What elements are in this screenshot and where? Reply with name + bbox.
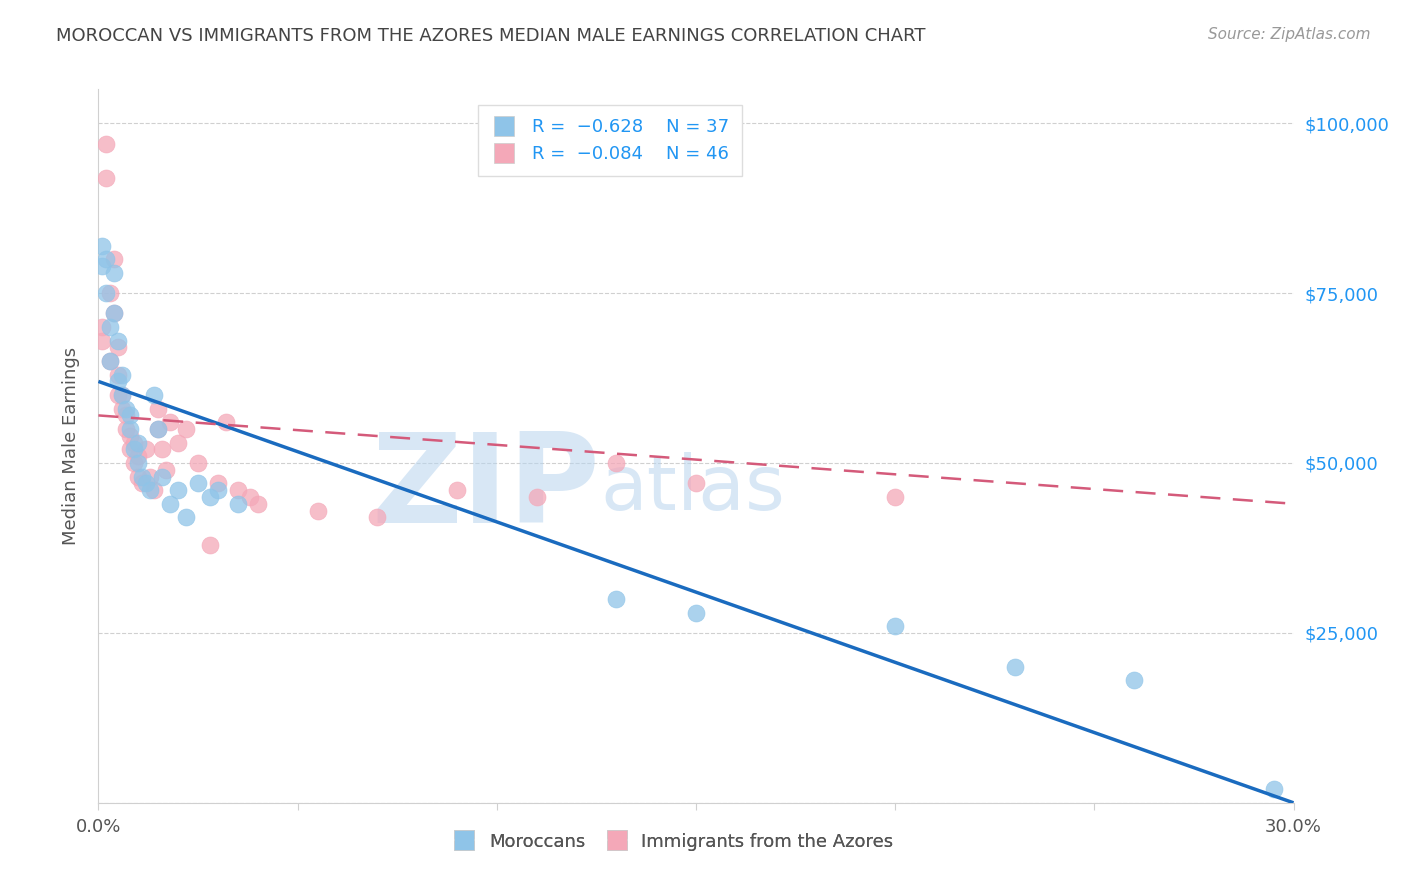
Point — [198, 537, 221, 551]
Point — [207, 483, 229, 498]
Point — [605, 456, 627, 470]
Point — [96, 136, 118, 151]
Point — [150, 442, 173, 457]
Point — [103, 252, 125, 266]
Point — [135, 442, 157, 457]
Point — [127, 456, 149, 470]
Text: atlas: atlas — [600, 452, 785, 525]
Point — [124, 456, 146, 470]
Point — [111, 368, 134, 382]
Point — [685, 606, 707, 620]
Point — [1123, 673, 1146, 688]
Point — [139, 483, 162, 498]
Point — [226, 497, 249, 511]
Point — [685, 476, 707, 491]
Point — [107, 388, 129, 402]
Point — [1263, 782, 1285, 797]
Point — [91, 238, 114, 252]
Point — [107, 375, 129, 389]
Point — [111, 388, 134, 402]
Point — [98, 320, 122, 334]
Point — [131, 476, 153, 491]
Point — [239, 490, 262, 504]
Point — [103, 266, 125, 280]
Point — [127, 449, 149, 463]
Point — [107, 368, 129, 382]
Point — [115, 401, 138, 416]
Point — [120, 442, 142, 457]
Point — [198, 490, 221, 504]
Y-axis label: Median Male Earnings: Median Male Earnings — [62, 347, 80, 545]
Point — [127, 469, 149, 483]
Point — [148, 422, 170, 436]
Point — [98, 286, 122, 301]
Point — [120, 422, 142, 436]
Point — [215, 415, 238, 429]
Point — [107, 334, 129, 348]
Point — [103, 306, 125, 320]
Point — [526, 490, 548, 504]
Point — [98, 354, 122, 368]
Point — [187, 456, 209, 470]
Point — [98, 354, 122, 368]
Point — [207, 476, 229, 491]
Point — [91, 259, 114, 273]
Point — [1004, 660, 1026, 674]
Point — [174, 422, 197, 436]
Point — [148, 401, 170, 416]
Point — [120, 409, 142, 423]
Text: Source: ZipAtlas.com: Source: ZipAtlas.com — [1208, 27, 1371, 42]
Point — [246, 497, 269, 511]
Point — [111, 388, 134, 402]
Point — [884, 619, 907, 633]
Point — [884, 490, 907, 504]
Point — [127, 435, 149, 450]
Point — [167, 435, 190, 450]
Point — [174, 510, 197, 524]
Point — [124, 442, 146, 457]
Point — [159, 415, 181, 429]
Point — [135, 476, 157, 491]
Point — [91, 320, 114, 334]
Point — [366, 510, 388, 524]
Point — [605, 591, 627, 606]
Point — [139, 469, 162, 483]
Point — [124, 435, 146, 450]
Point — [103, 306, 125, 320]
Point — [167, 483, 190, 498]
Legend: Moroccans, Immigrants from the Azores: Moroccans, Immigrants from the Azores — [444, 826, 900, 858]
Point — [446, 483, 468, 498]
Point — [115, 409, 138, 423]
Point — [226, 483, 249, 498]
Text: MOROCCAN VS IMMIGRANTS FROM THE AZORES MEDIAN MALE EARNINGS CORRELATION CHART: MOROCCAN VS IMMIGRANTS FROM THE AZORES M… — [56, 27, 925, 45]
Point — [115, 422, 138, 436]
Point — [159, 497, 181, 511]
Point — [91, 334, 114, 348]
Point — [307, 503, 329, 517]
Text: ZIP: ZIP — [371, 428, 600, 549]
Point — [96, 252, 118, 266]
Point — [111, 401, 134, 416]
Point — [96, 170, 118, 185]
Point — [187, 476, 209, 491]
Point — [143, 388, 166, 402]
Point — [143, 483, 166, 498]
Point — [150, 469, 173, 483]
Point — [131, 469, 153, 483]
Point — [96, 286, 118, 301]
Point — [120, 429, 142, 443]
Point — [107, 341, 129, 355]
Point — [148, 422, 170, 436]
Point — [155, 463, 177, 477]
